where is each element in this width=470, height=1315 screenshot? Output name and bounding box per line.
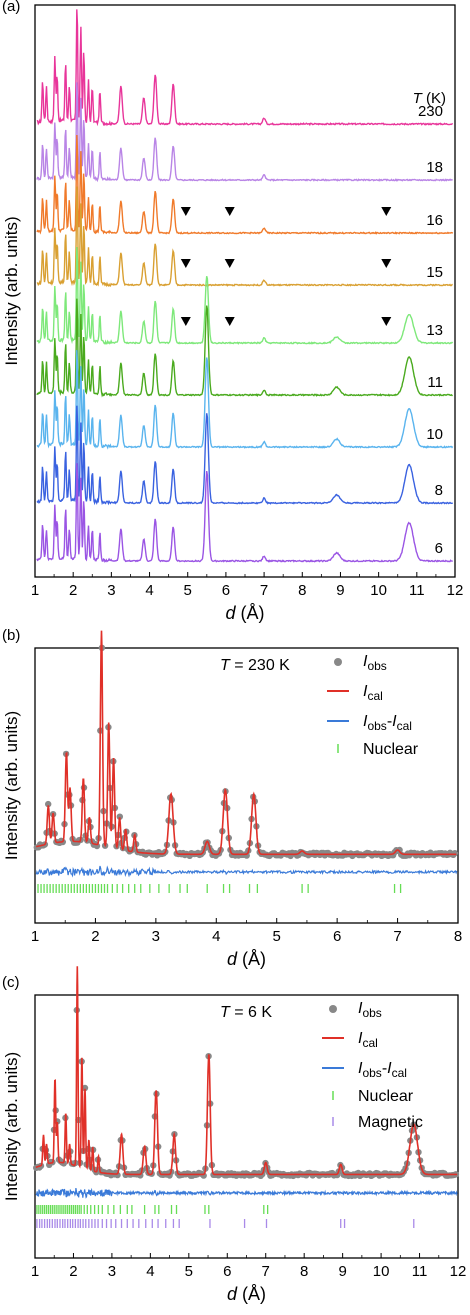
series-line-6 xyxy=(36,463,453,563)
x-axis-label: d (Å) xyxy=(227,949,266,969)
x-tick-label: 2 xyxy=(91,928,99,945)
panel-a: 1 2 3 4 5 6 7 8 9 10 11 12d (Å)Intensity (arb. unit… xyxy=(2,0,463,623)
legend-magnetic-label: Magnetic xyxy=(358,1114,423,1131)
series-label-15: 15 xyxy=(426,264,443,281)
temperature-annotation: T = 230 K xyxy=(220,657,290,674)
series-line-16 xyxy=(36,134,454,235)
panel-c: 1 2 3 4 5 6 7 8 9 10 11 12d (Å)Intensity (arb. unit… xyxy=(2,966,466,1304)
calculated-line xyxy=(35,630,457,856)
x-tick-label: 8 xyxy=(298,582,306,599)
calculated-line xyxy=(35,966,458,1176)
peak-marker-triangle xyxy=(381,259,392,268)
x-tick-label: 12 xyxy=(450,1263,467,1280)
series-label-13: 13 xyxy=(426,322,443,339)
series-line-8 xyxy=(36,405,454,506)
legend-nuclear-label: Nuclear xyxy=(363,741,419,758)
peak-marker-triangle xyxy=(180,317,191,326)
nuclear-reflection-ticks xyxy=(36,1205,269,1214)
x-tick-label: 3 xyxy=(107,582,115,599)
x-axis-label: d (Å) xyxy=(225,603,264,623)
panel-b: 1 2 3 4 5 6 7 8 d (Å) Intensity (arb. units) (b) T … xyxy=(2,627,462,969)
peak-marker-triangle xyxy=(381,317,392,326)
legend-cal-label: Ical xyxy=(363,683,383,703)
observed-point xyxy=(116,813,124,820)
series-line-10 xyxy=(36,350,454,450)
x-tick-label: 9 xyxy=(338,1263,346,1280)
x-axis-label: d (Å) xyxy=(227,1284,266,1304)
legend-obs-marker xyxy=(334,658,342,666)
x-tick-label: 2 xyxy=(69,582,77,599)
peak-marker-triangle xyxy=(224,207,235,216)
legend-nuclear-label: Nuclear xyxy=(358,1088,414,1105)
temperature-header: T (K) xyxy=(413,90,446,107)
series-label-10: 10 xyxy=(426,426,443,443)
y-axis-label: Intensity (arb. units) xyxy=(2,1052,21,1201)
x-tick-label: 9 xyxy=(336,582,344,599)
series-line-11 xyxy=(36,298,453,398)
series-line-15 xyxy=(36,186,453,288)
plot-frame xyxy=(34,647,459,924)
x-tick-label: 8 xyxy=(454,928,462,945)
x-tick-label: 7 xyxy=(260,582,268,599)
observed-point xyxy=(451,850,459,857)
x-tick-label: 5 xyxy=(273,928,281,945)
x-tick-label: 1 xyxy=(31,1263,39,1280)
series-line-230 xyxy=(36,9,454,127)
x-tick-label: 3 xyxy=(108,1263,116,1280)
peak-marker-triangle xyxy=(180,207,191,216)
legend-diff-label: Iobs-Ical xyxy=(363,713,412,733)
legend-diff-label: Iobs-Ical xyxy=(358,1060,407,1080)
x-tick-label: 12 xyxy=(447,582,464,599)
legend-obs-label: Iobs xyxy=(363,653,387,673)
legend-obs-marker xyxy=(329,1005,337,1013)
series-label-230: 230 xyxy=(418,103,443,120)
series-label-8: 8 xyxy=(435,482,443,499)
legend-obs-label: Iobs xyxy=(358,1000,382,1020)
x-tick-label: 6 xyxy=(223,1263,231,1280)
x-tick-label: 11 xyxy=(409,582,425,599)
x-tick-label: 10 xyxy=(373,1263,390,1280)
x-tick-label: 5 xyxy=(184,582,192,599)
observed-point xyxy=(81,1084,89,1092)
difference-line xyxy=(35,1187,458,1199)
x-tick-label: 7 xyxy=(262,1263,270,1280)
series-label-6: 6 xyxy=(435,540,443,557)
series-line-13 xyxy=(36,246,454,345)
x-tick-label: 4 xyxy=(146,1263,154,1280)
observed-point xyxy=(45,800,52,808)
x-tick-label: 6 xyxy=(222,582,230,599)
x-tick-label: 11 xyxy=(412,1263,428,1280)
peak-marker-triangle xyxy=(224,259,235,268)
y-axis-label: Intensity (arb. units) xyxy=(2,216,21,365)
panel-label: (a) xyxy=(2,0,20,15)
panel-label: (c) xyxy=(2,974,20,991)
magnetic-reflection-ticks xyxy=(36,1219,415,1228)
x-tick-label: 5 xyxy=(185,1263,193,1280)
x-tick-label: 8 xyxy=(300,1263,308,1280)
x-tick-label: 1 xyxy=(31,582,39,599)
nuclear-reflection-ticks xyxy=(37,884,402,893)
panel-label: (b) xyxy=(2,627,20,644)
plot-frame xyxy=(34,4,456,578)
x-tick-label: 4 xyxy=(212,928,220,945)
x-tick-label: 2 xyxy=(69,1263,77,1280)
series-label-11: 11 xyxy=(427,374,443,391)
series-label-16: 16 xyxy=(426,212,443,229)
temperature-annotation: T = 6 K xyxy=(220,1004,272,1021)
x-tick-label: 6 xyxy=(333,928,341,945)
x-tick-label: 3 xyxy=(152,928,160,945)
series-line-18 xyxy=(36,82,453,183)
x-tick-label: 10 xyxy=(370,582,387,599)
legend-cal-label: Ical xyxy=(358,1030,378,1050)
x-tick-label: 7 xyxy=(393,928,401,945)
y-axis-label: Intensity (arb. units) xyxy=(2,711,21,860)
x-tick-label: 4 xyxy=(145,582,153,599)
peak-marker-triangle xyxy=(381,207,392,216)
difference-line xyxy=(35,865,458,878)
series-label-18: 18 xyxy=(426,159,443,176)
x-tick-label: 1 xyxy=(31,928,39,945)
peak-marker-triangle xyxy=(180,259,191,268)
peak-marker-triangle xyxy=(224,317,235,326)
